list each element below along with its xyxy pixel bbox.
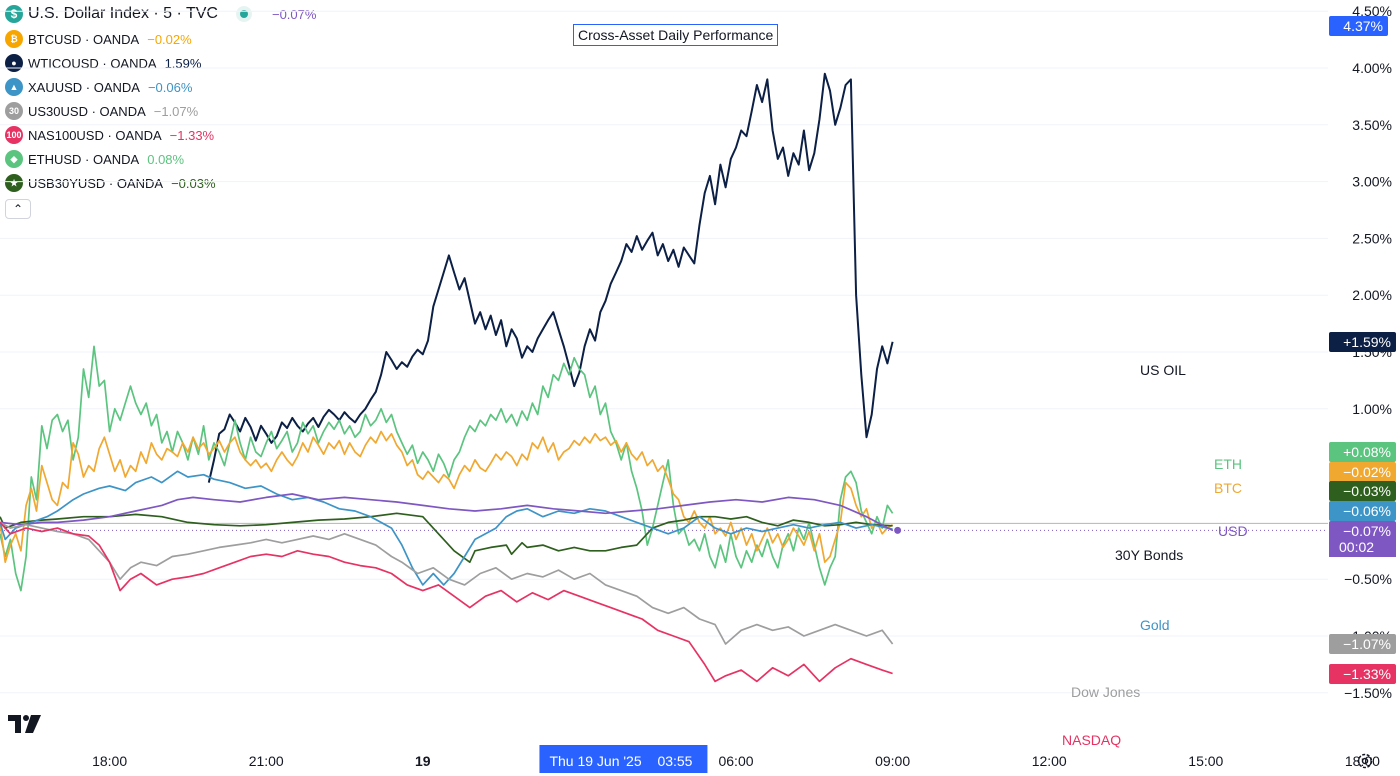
usd-last-point <box>894 526 902 534</box>
gold-last-value-label: −0.06% <box>1343 503 1391 519</box>
btc-last-value-tag <box>1329 462 1396 482</box>
legend-item-change: −1.33% <box>169 127 215 143</box>
oil-last-value-tag <box>1329 332 1396 352</box>
usd-last-value-tag <box>1329 521 1396 541</box>
us30-icon: 30 <box>5 102 23 120</box>
countdown-label: 00:02 <box>1339 539 1374 555</box>
legend-item-name: XAUUSD · OANDA <box>28 79 140 95</box>
nasdaq-last-value-label: −1.33% <box>1343 666 1391 682</box>
bitcoin-icon: ₿ <box>5 30 23 48</box>
dow-last-value-tag <box>1329 634 1396 654</box>
bonds-last-value-tag <box>1329 481 1396 501</box>
eth-last-value-tag <box>1329 442 1396 462</box>
legend-item[interactable]: ★ USB30YUSD · OANDA −0.03% <box>5 171 316 195</box>
gold-series-label: Gold <box>1140 617 1170 633</box>
gold-series-line[interactable] <box>0 470 893 586</box>
nasdaq-last-value-tag <box>1329 664 1396 684</box>
crosshair-date-label: Thu 19 Jun '25 <box>549 753 641 769</box>
nasdaq-series-line[interactable] <box>0 521 893 683</box>
ethereum-icon: ◆ <box>5 150 23 168</box>
y-axis-tick-label: 4.00% <box>1352 60 1392 76</box>
x-axis-tick-label: 21:00 <box>249 753 284 769</box>
legend-item-change: 1.59% <box>164 55 202 71</box>
legend-item-name: NAS100USD · OANDA <box>28 127 162 143</box>
gold-last-value-tag <box>1329 501 1396 521</box>
dollar-icon: $ <box>5 5 23 23</box>
settings-gear-icon[interactable] <box>1356 752 1374 770</box>
bonds-series-line[interactable] <box>0 512 893 564</box>
legend-item[interactable]: ◆ ETHUSD · OANDA 0.08% <box>5 147 316 171</box>
y-axis-tick-label: 3.50% <box>1352 117 1392 133</box>
legend-main-symbol[interactable]: $ U.S. Dollar Index · 5 · TVC −0.07% <box>5 3 316 25</box>
y-axis-tick-label: 2.00% <box>1352 287 1392 303</box>
btc-series-label: BTC <box>1214 480 1242 496</box>
legend-item-change: 0.08% <box>147 151 185 167</box>
legend-item-change: −0.06% <box>147 79 193 95</box>
y-axis-tick-label: −0.50% <box>1344 571 1392 587</box>
main-symbol-change: −0.07% <box>271 6 317 22</box>
y-axis-tick-label: 3.00% <box>1352 174 1392 190</box>
x-axis-tick-label: 06:00 <box>718 753 753 769</box>
usd-series-label: USD <box>1218 523 1248 539</box>
legend-item-change: −0.03% <box>171 175 216 191</box>
eth-last-value-label: +0.08% <box>1343 444 1391 460</box>
x-axis-tick-label: 15:00 <box>1188 753 1223 769</box>
bonds-series-label: 30Y Bonds <box>1115 547 1183 563</box>
dow-series-line[interactable] <box>0 521 894 645</box>
y-axis-tick-label: 2.50% <box>1352 230 1392 246</box>
chevron-up-icon: ⌃ <box>12 202 24 216</box>
legend-item[interactable]: ₿ BTCUSD · OANDA −0.02% <box>5 27 316 51</box>
eth-series-label: ETH <box>1214 456 1242 472</box>
y-axis-tick-label: −1.50% <box>1344 685 1392 701</box>
oil-series-line[interactable] <box>207 72 894 483</box>
x-axis-tick-label: 19 <box>415 753 431 769</box>
legend-item[interactable]: ▲ XAUUSD · OANDA −0.06% <box>5 75 316 99</box>
legend-item-name: USB30YUSD · OANDA <box>28 175 164 191</box>
legend-item-name: BTCUSD · OANDA <box>28 31 140 47</box>
crosshair-time-tag <box>539 745 708 773</box>
gold-bars-icon: ▲ <box>5 78 23 96</box>
bonds-last-value-label: −0.03% <box>1343 483 1391 499</box>
btc-series-line[interactable] <box>0 430 894 564</box>
usd-last-value-label: −0.07% <box>1343 523 1391 539</box>
btc-last-value-label: −0.02% <box>1343 464 1391 480</box>
market-status-dot <box>239 10 248 18</box>
legend-item-name: US30USD · OANDA <box>28 103 146 119</box>
crosshair-price-tag <box>1329 16 1388 36</box>
collapse-legend-button[interactable]: ⌃ <box>5 199 31 219</box>
legend-item-change: −1.07% <box>153 103 199 119</box>
us-flag-icon: ★ <box>5 174 23 192</box>
eth-series-line[interactable] <box>0 345 894 592</box>
dow-series-label: Dow Jones <box>1071 684 1140 700</box>
nasdaq-series-label: NASDAQ <box>1062 732 1121 748</box>
x-axis-tick-label: 09:00 <box>875 753 910 769</box>
nas100-icon: 100 <box>5 126 23 144</box>
x-axis-tick-label: 12:00 <box>1032 753 1067 769</box>
legend-item-name: ETHUSD · OANDA <box>28 151 140 167</box>
y-axis-tick-label: 1.00% <box>1352 401 1392 417</box>
oil-last-value-label: +1.59% <box>1343 334 1391 350</box>
crosshair-time-label: 03:55 <box>657 753 692 769</box>
tradingview-logo-icon <box>8 715 41 733</box>
usd-series-line[interactable] <box>0 493 893 532</box>
dow-last-value-label: −1.07% <box>1343 636 1391 652</box>
legend-item-name: WTICOUSD · OANDA <box>28 55 157 71</box>
chart-title: Cross-Asset Daily Performance <box>573 24 779 46</box>
legend-item[interactable]: 100 NAS100USD · OANDA −1.33% <box>5 123 316 147</box>
oil-series-label: US OIL <box>1140 362 1186 378</box>
countdown-tag <box>1329 538 1396 557</box>
legend-item[interactable]: 30 US30USD · OANDA −1.07% <box>5 99 316 123</box>
y-axis-tick-label: 4.50% <box>1352 3 1392 19</box>
legend-item-change: −0.02% <box>147 31 192 47</box>
main-symbol-name: U.S. Dollar Index · 5 · TVC <box>28 5 218 22</box>
crosshair-price-label: 4.37% <box>1343 18 1383 34</box>
x-axis-tick-label: 18:00 <box>92 753 127 769</box>
